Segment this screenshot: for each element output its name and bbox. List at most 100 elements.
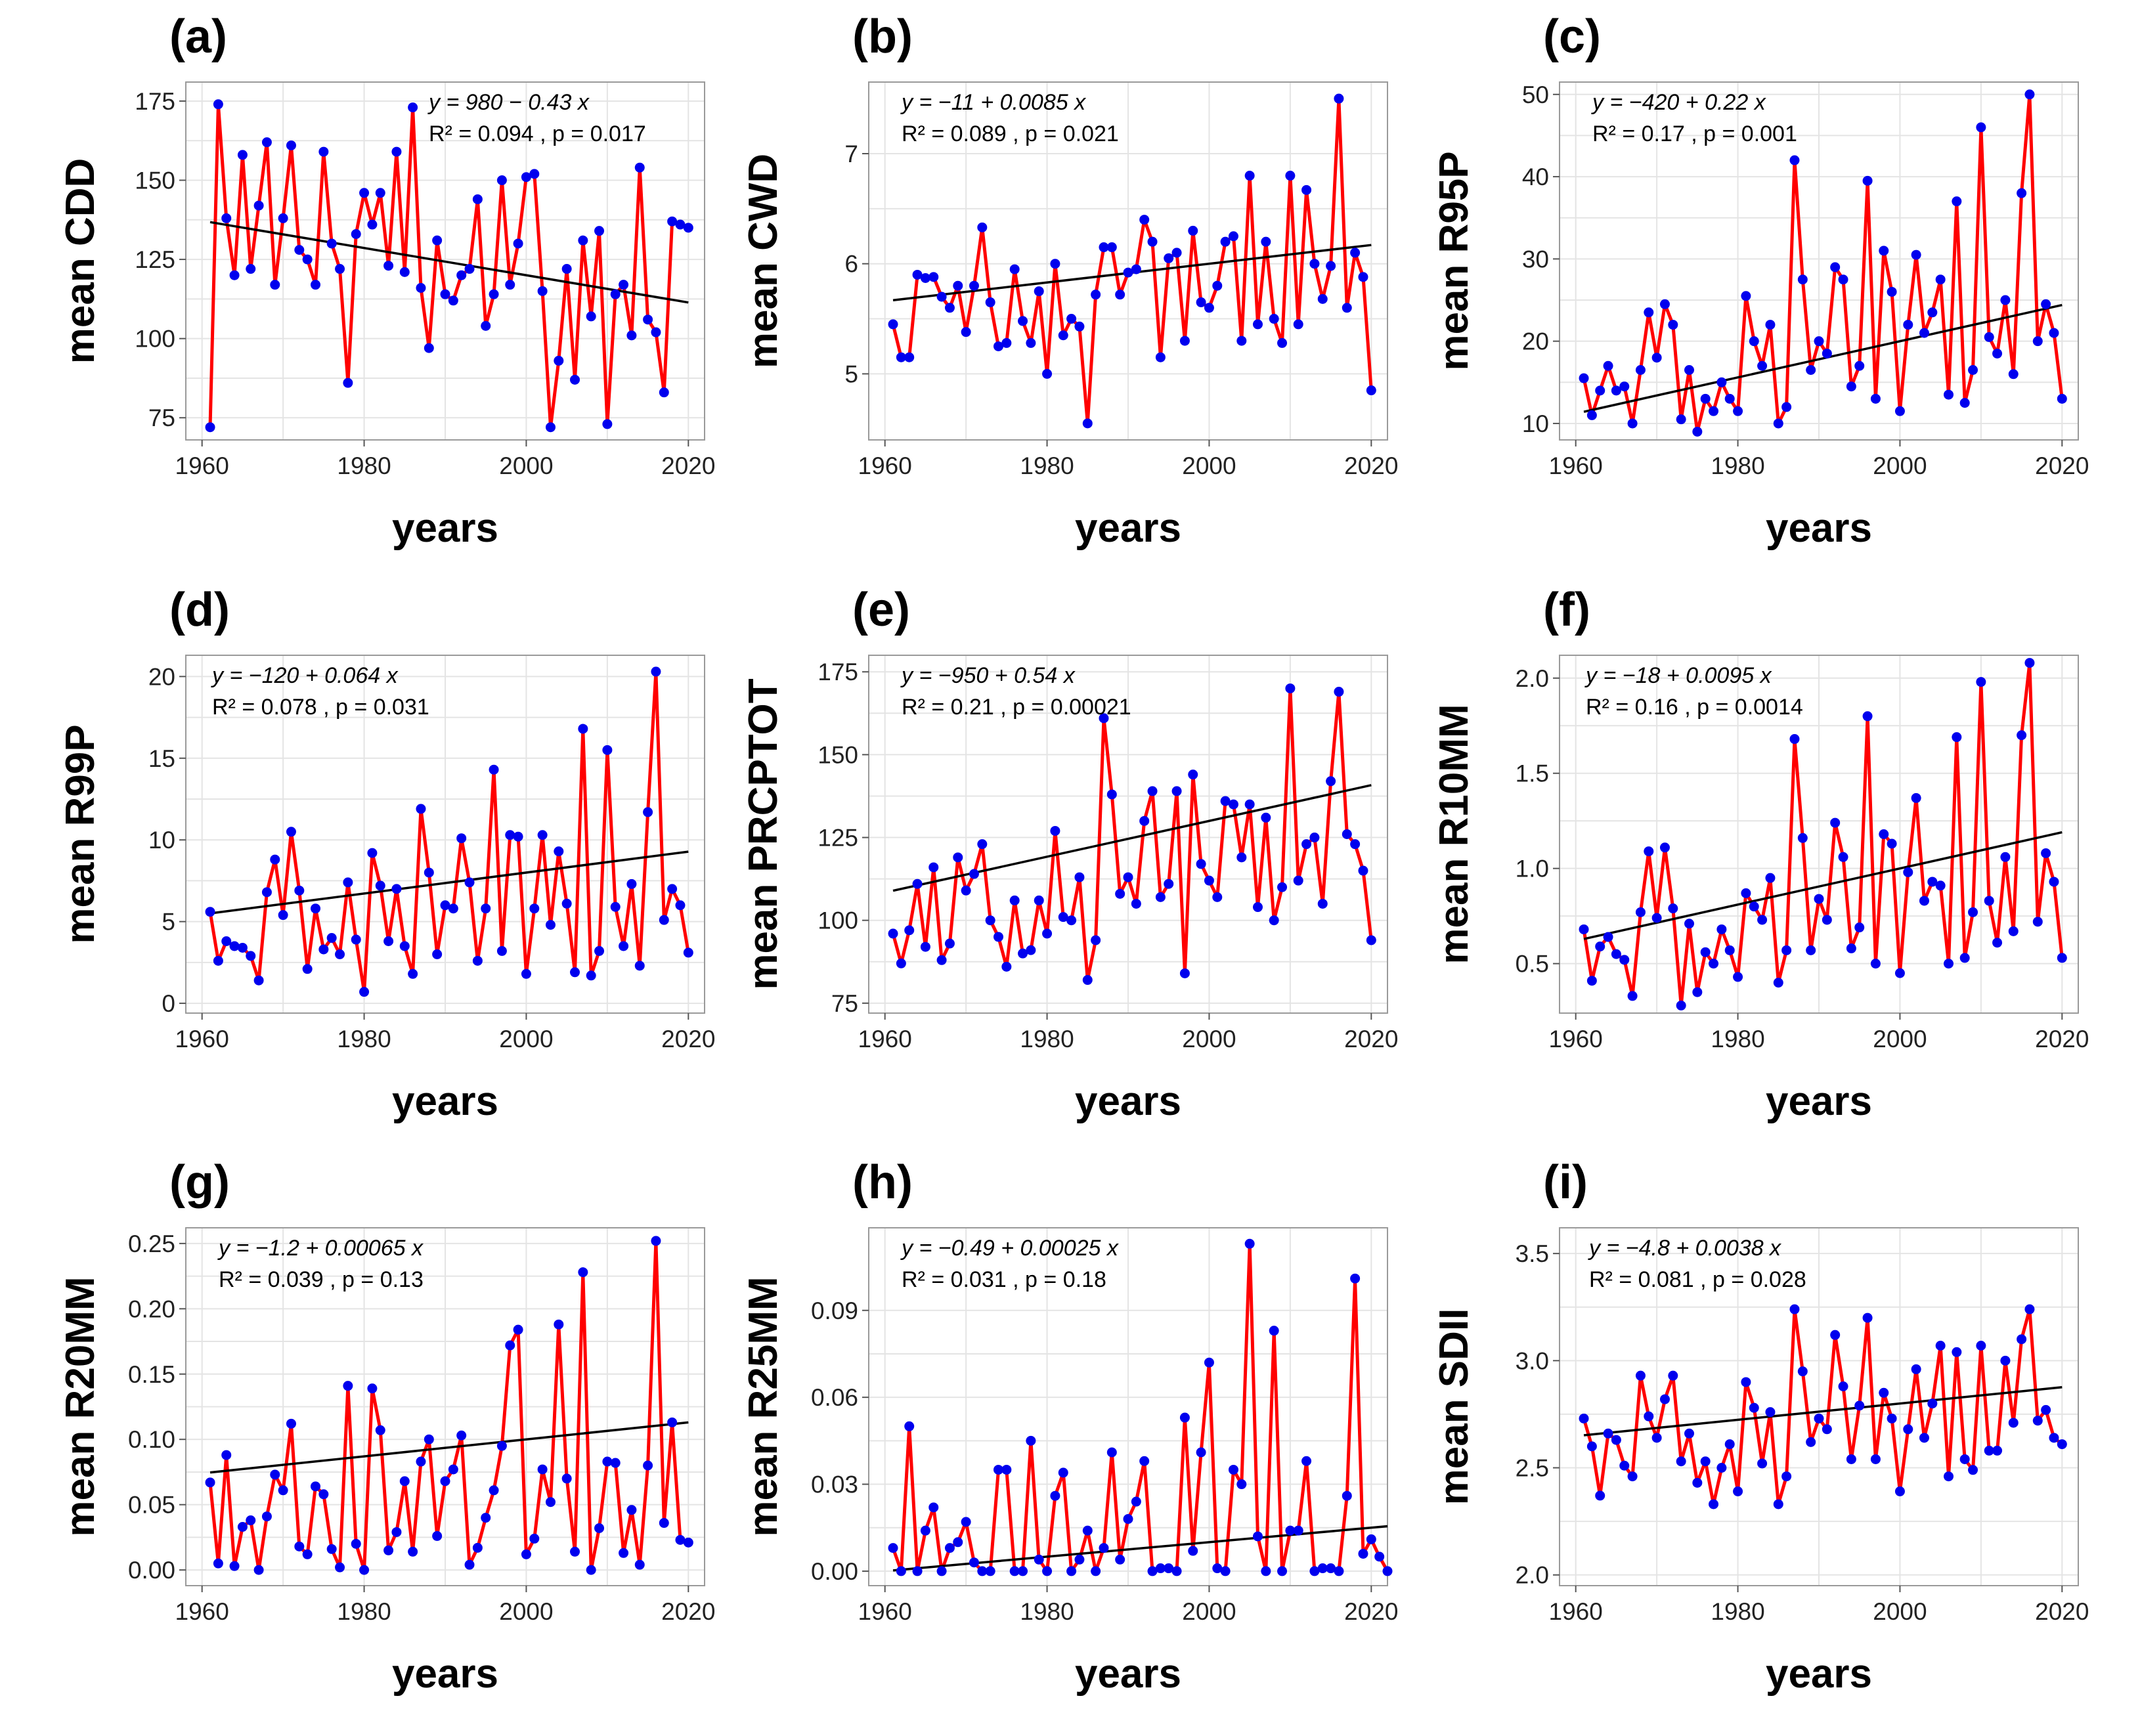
data-point: [375, 1425, 385, 1435]
data-point: [1317, 293, 1328, 304]
data-point: [1058, 330, 1068, 341]
data-point: [1822, 1424, 1832, 1435]
data-point: [1879, 246, 1889, 256]
data-point: [1066, 1566, 1077, 1576]
data-point: [1595, 385, 1605, 396]
data-point: [2024, 1304, 2035, 1314]
data-point: [2032, 917, 2043, 927]
data-point: [1034, 286, 1044, 297]
data-point: [1935, 880, 1946, 891]
data-point: [432, 235, 443, 246]
data-point: [1009, 895, 1020, 905]
data-point: [1188, 770, 1198, 780]
y-tick-label: 125: [135, 246, 175, 273]
x-tick-label: 2020: [2035, 1026, 2089, 1052]
data-point: [1968, 1465, 1978, 1475]
data-point: [1196, 1447, 1206, 1458]
data-point: [2032, 1416, 2043, 1426]
data-point: [505, 280, 515, 290]
data-point: [619, 1548, 629, 1558]
y-tick-label: 50: [1522, 81, 1549, 108]
data-point: [896, 1566, 906, 1576]
data-point: [1277, 882, 1288, 892]
data-point: [1082, 418, 1093, 429]
data-point: [545, 422, 556, 433]
data-point: [294, 885, 305, 896]
data-point: [1692, 426, 1703, 437]
data-point: [1984, 1445, 1994, 1456]
y-tick-label: 10: [148, 827, 175, 854]
plot-border: [1559, 81, 2079, 441]
x-tick-label: 2020: [661, 1598, 715, 1625]
series-line: [208, 102, 689, 429]
y-tick-label: 0.09: [811, 1297, 858, 1324]
data-point: [1789, 734, 1800, 745]
data-point: [904, 1421, 915, 1431]
data-point: [944, 303, 955, 313]
chart-panel-9: 1960 1980 2000 2020 2.0 2.5 3.0 3.5 y = −4.8 + 0…: [1431, 1156, 2089, 1697]
data-point: [1106, 789, 1117, 800]
data-point: [1668, 903, 1678, 914]
data-point: [912, 269, 923, 280]
data-point: [912, 879, 923, 889]
data-point: [1042, 928, 1053, 939]
data-point: [1179, 968, 1190, 978]
data-point: [229, 1561, 240, 1571]
data-point: [1846, 943, 1856, 953]
data-point: [2041, 299, 2051, 309]
data-point: [2008, 926, 2019, 936]
data-point: [1586, 976, 1597, 986]
data-point: [1894, 406, 1905, 416]
data-point: [1374, 1552, 1385, 1562]
data-point: [1627, 418, 1638, 429]
data-point: [1709, 959, 1719, 969]
data-point: [1188, 225, 1198, 236]
data-point: [1139, 815, 1150, 826]
data-point: [1074, 1554, 1085, 1565]
data-point: [1806, 365, 1816, 376]
data-point: [1277, 337, 1288, 348]
data-point: [1846, 1454, 1856, 1464]
data-point: [675, 1534, 686, 1545]
data-point: [1220, 236, 1231, 247]
data-point: [1903, 320, 1913, 330]
data-point: [888, 319, 898, 330]
data-point: [920, 942, 930, 952]
data-point: [521, 1549, 531, 1559]
data-point: [667, 884, 678, 894]
data-point: [1042, 1566, 1053, 1576]
data-point: [1765, 1407, 1776, 1418]
data-point: [1253, 1531, 1263, 1542]
y-tick-label: 0.06: [811, 1384, 858, 1411]
data-point: [561, 1473, 572, 1484]
data-point: [351, 1538, 361, 1549]
regression-stats: R² = 0.031 , p = 0.18: [902, 1267, 1106, 1292]
data-point: [1342, 303, 1352, 313]
data-point: [969, 280, 979, 291]
data-point: [1131, 898, 1141, 909]
data-point: [367, 1383, 378, 1394]
data-point: [634, 162, 645, 173]
x-tick-label: 2020: [2035, 452, 2089, 479]
data-point: [1091, 290, 1101, 300]
data-point: [1806, 1437, 1816, 1447]
data-point: [1700, 947, 1711, 957]
data-point: [367, 848, 378, 858]
data-point: [432, 1530, 443, 1541]
data-point: [1018, 948, 1028, 959]
data-point: [1976, 122, 1986, 133]
data-point: [1822, 915, 1832, 925]
regression-equation: y = −11 + 0.0085 x: [900, 90, 1086, 115]
data-point: [1879, 829, 1889, 839]
data-point: [545, 920, 556, 930]
data-point: [1627, 1471, 1638, 1482]
regression-stats: R² = 0.089 , p = 0.021: [902, 121, 1119, 146]
data-point: [953, 852, 963, 863]
x-tick-label: 2020: [1344, 1598, 1398, 1625]
data-point: [1155, 892, 1166, 902]
data-point: [2041, 848, 2051, 858]
data-point: [1773, 1499, 1783, 1509]
data-point: [1350, 1273, 1361, 1284]
data-point: [1350, 839, 1361, 850]
data-point: [1651, 1433, 1662, 1443]
